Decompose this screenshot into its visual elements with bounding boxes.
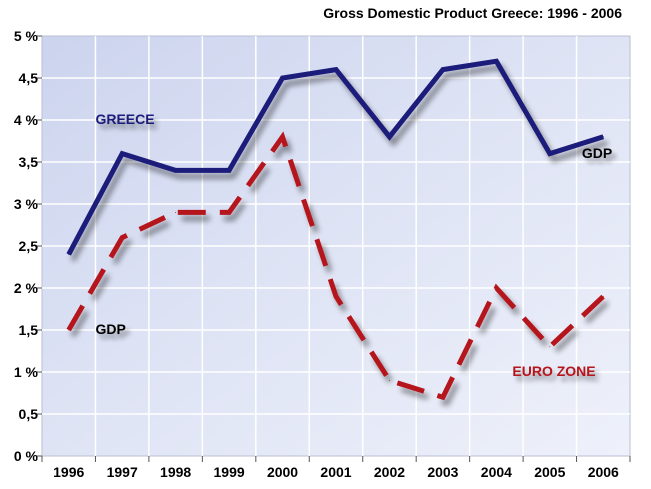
x-tick-label: 1996 xyxy=(53,464,84,480)
series-annotation: GREECE xyxy=(95,111,154,127)
y-tick-label: 4 % xyxy=(14,112,39,128)
series-annotation: GDP xyxy=(582,145,612,161)
x-tick-label: 2002 xyxy=(374,464,405,480)
x-tick-label: 1998 xyxy=(160,464,191,480)
series-lines xyxy=(66,58,606,401)
y-tick-label: 0,5 xyxy=(19,406,39,422)
x-tick-label: 2001 xyxy=(320,464,351,480)
data-point xyxy=(602,295,604,297)
data-point xyxy=(68,253,70,255)
y-axis-ticks: 0 % 0,5 1 % 1,5 2 % 2,5 3 % 3,5 4 % 4,5 5 % xyxy=(14,28,42,464)
series-annotation: EURO ZONE xyxy=(512,363,595,379)
data-point xyxy=(388,136,390,138)
x-tick-label: 2004 xyxy=(481,464,512,480)
data-point xyxy=(495,60,497,62)
y-tick-label: 3,5 xyxy=(19,154,39,170)
data-point xyxy=(282,136,284,138)
data-point xyxy=(175,169,177,171)
y-tick-label: 4,5 xyxy=(19,70,39,86)
x-tick-label: 2006 xyxy=(588,464,619,480)
data-point xyxy=(602,136,604,138)
data-point xyxy=(282,77,284,79)
data-point xyxy=(442,69,444,71)
y-tick-label: 0 % xyxy=(14,448,39,464)
y-tick-label: 5 % xyxy=(14,28,39,44)
data-point xyxy=(175,211,177,213)
x-tick-label: 1999 xyxy=(214,464,245,480)
data-point xyxy=(549,346,551,348)
chart-title: Gross Domestic Product Greece: 1996 - 20… xyxy=(323,5,622,21)
data-point xyxy=(442,396,444,398)
x-tick-label: 2005 xyxy=(534,464,565,480)
data-point xyxy=(549,153,551,155)
y-tick-label: 2 % xyxy=(14,280,39,296)
x-axis-ticks: 1996 1997 1998 1999 2000 2001 2002 2003 2004 2005… xyxy=(41,456,631,480)
y-tick-label: 1 % xyxy=(14,364,39,380)
data-point xyxy=(335,69,337,71)
x-tick-label: 2000 xyxy=(267,464,298,480)
gridlines xyxy=(42,36,630,456)
data-point xyxy=(335,295,337,297)
data-point xyxy=(121,237,123,239)
data-point xyxy=(68,329,70,331)
x-tick-label: 1997 xyxy=(107,464,138,480)
series-annotation: GDP xyxy=(95,321,125,337)
data-point xyxy=(495,287,497,289)
data-point xyxy=(228,169,230,171)
data-point xyxy=(228,211,230,213)
data-point xyxy=(121,153,123,155)
series-annotations: GREECE GDP GDP EURO ZONE xyxy=(95,111,612,379)
data-point xyxy=(388,379,390,381)
x-tick-label: 2003 xyxy=(427,464,458,480)
y-tick-label: 3 % xyxy=(14,196,39,212)
y-tick-label: 1,5 xyxy=(19,322,39,338)
y-tick-label: 2,5 xyxy=(19,238,39,254)
